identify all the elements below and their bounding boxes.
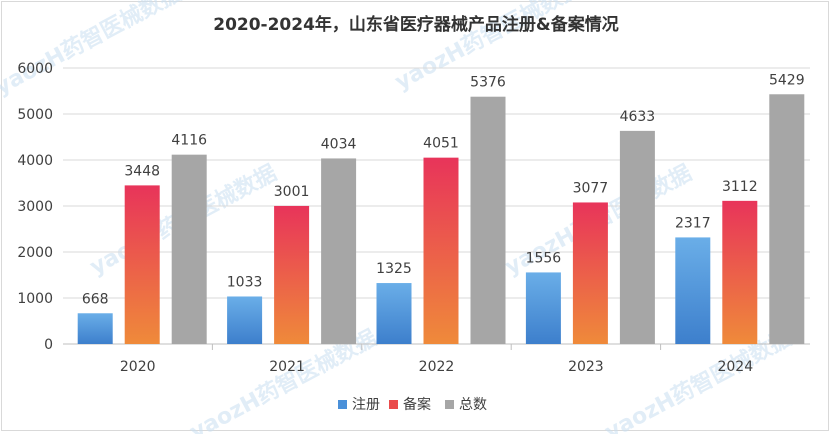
bars bbox=[77, 94, 805, 345]
data-label: 4051 bbox=[423, 136, 459, 152]
legend-label: 总数 bbox=[459, 397, 487, 413]
data-label: 5376 bbox=[470, 75, 506, 91]
data-label: 5429 bbox=[769, 72, 805, 88]
data-label: 3448 bbox=[124, 163, 160, 179]
data-labels: 668 3448 4116 1033 3001 4034 1325 4051 5376 1556 3… bbox=[82, 72, 805, 307]
data-label: 1033 bbox=[227, 274, 263, 290]
x-tick-label: 2024 bbox=[717, 359, 753, 375]
data-label: 3077 bbox=[573, 180, 609, 196]
x-axis: 2020 2021 2022 2023 2024 bbox=[120, 344, 753, 375]
bar-备案-2021 bbox=[274, 205, 310, 344]
legend: 注册 备案 总数 bbox=[338, 396, 487, 413]
y-tick-label: 1000 bbox=[17, 291, 53, 307]
y-tick-label: 3000 bbox=[17, 199, 53, 215]
bar-注册-2023 bbox=[525, 272, 561, 344]
bar-备案-2023 bbox=[572, 202, 608, 344]
data-label: 3112 bbox=[722, 179, 758, 195]
bar-注册-2021 bbox=[227, 296, 263, 344]
legend-swatch bbox=[338, 400, 347, 409]
data-label: 1556 bbox=[526, 250, 562, 266]
y-tick-label: 0 bbox=[44, 337, 53, 353]
data-label: 2317 bbox=[675, 215, 711, 231]
y-tick-label: 5000 bbox=[17, 107, 53, 123]
y-tick-label: 4000 bbox=[17, 153, 53, 169]
bar-总数-2022 bbox=[470, 96, 506, 344]
bar-总数-2024 bbox=[769, 94, 805, 345]
data-label: 668 bbox=[82, 291, 109, 307]
y-tick-label: 2000 bbox=[17, 245, 53, 261]
y-axis: 0 1000 2000 3000 4000 5000 6000 bbox=[17, 61, 53, 353]
bar-备案-2024 bbox=[722, 200, 758, 344]
legend-swatch bbox=[445, 400, 454, 409]
data-label: 4116 bbox=[171, 133, 207, 149]
data-label: 1325 bbox=[376, 261, 412, 277]
data-label: 4633 bbox=[620, 109, 656, 125]
bar-总数-2023 bbox=[619, 130, 655, 344]
legend-label: 备案 bbox=[403, 396, 431, 413]
legend-swatch bbox=[389, 400, 398, 409]
bar-备案-2020 bbox=[124, 185, 160, 344]
legend-label: 注册 bbox=[352, 397, 380, 413]
bar-注册-2024 bbox=[675, 237, 711, 344]
x-tick-label: 2021 bbox=[269, 359, 305, 375]
bar-注册-2020 bbox=[77, 313, 113, 344]
bar-总数-2021 bbox=[321, 158, 357, 344]
data-label: 3001 bbox=[274, 184, 310, 200]
x-tick-label: 2020 bbox=[120, 359, 156, 375]
x-tick-label: 2022 bbox=[419, 359, 455, 375]
bar-总数-2020 bbox=[171, 154, 207, 344]
x-tick-label: 2023 bbox=[568, 359, 604, 375]
bar-备案-2022 bbox=[423, 157, 459, 344]
y-tick-label: 6000 bbox=[17, 61, 53, 77]
chart-title: 2020-2024年，山东省医疗器械产品注册&备案情况 bbox=[213, 14, 619, 35]
data-label: 4034 bbox=[321, 136, 357, 152]
bar-注册-2022 bbox=[376, 283, 412, 344]
watermark-text: yaozH药智医械数据 bbox=[0, 0, 186, 100]
